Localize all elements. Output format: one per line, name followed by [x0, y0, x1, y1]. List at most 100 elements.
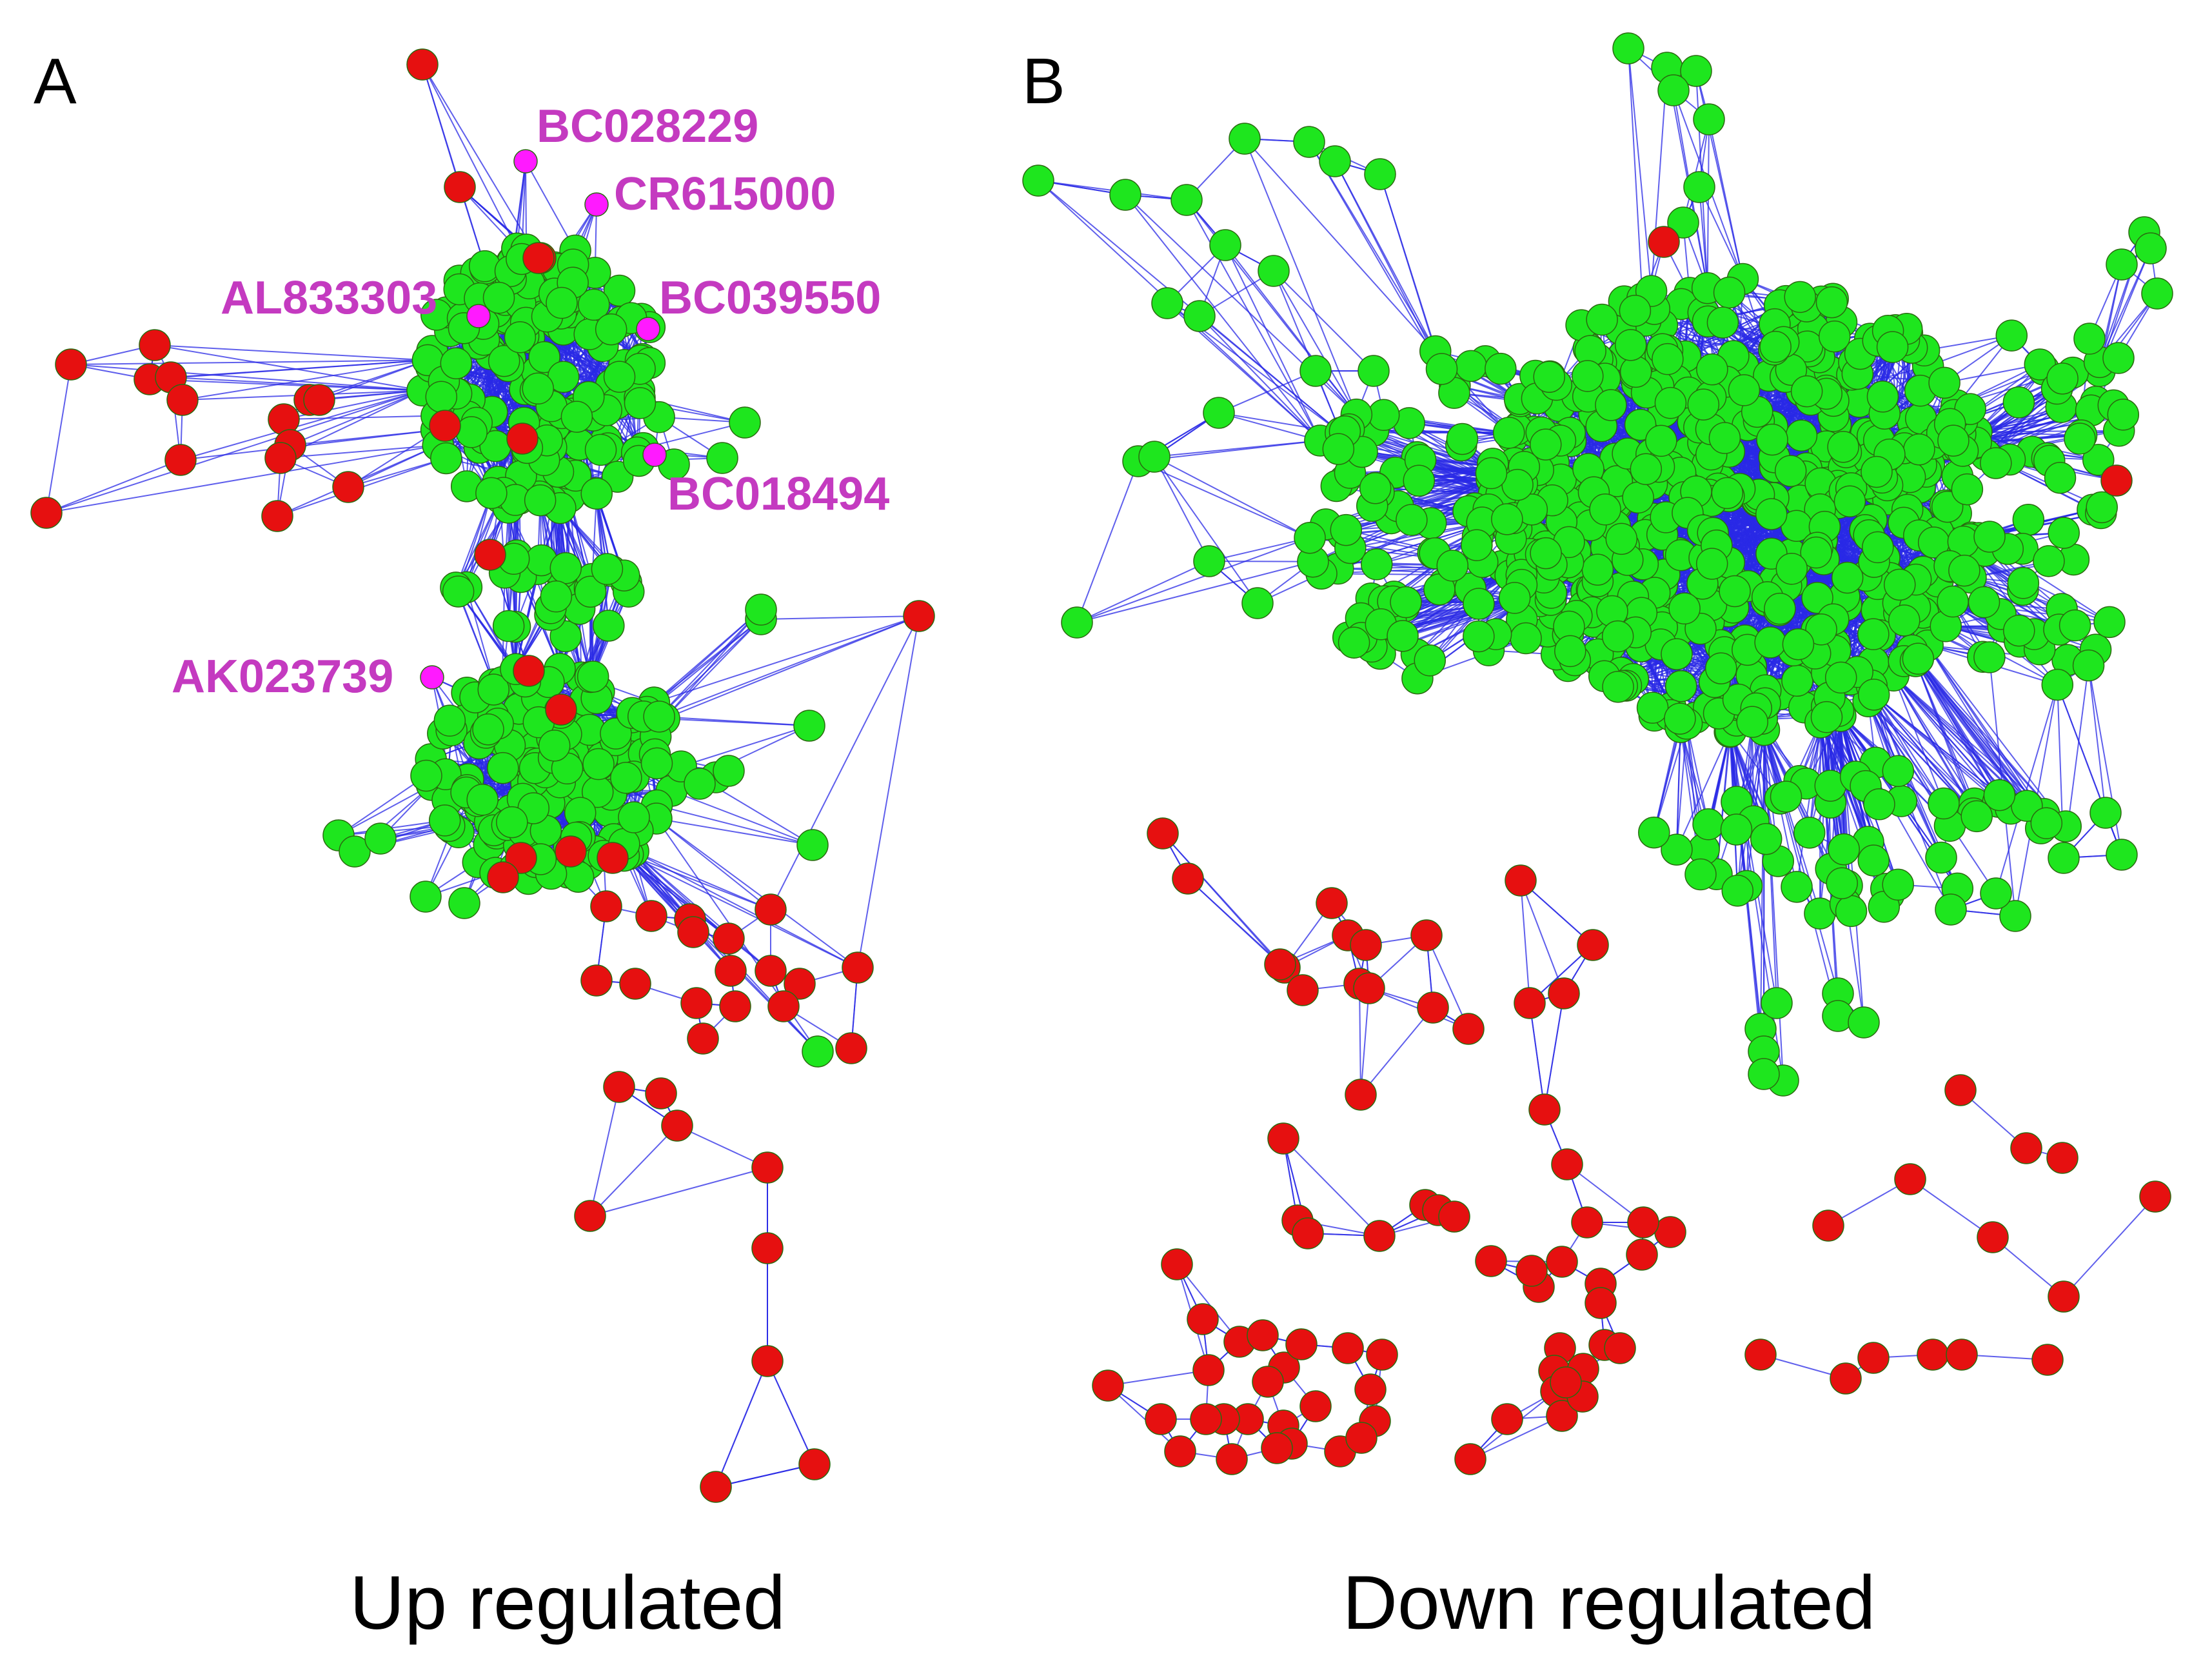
panel-a-edge — [46, 444, 439, 513]
panel-a-edge — [290, 390, 423, 446]
panel-a-edge — [656, 818, 771, 910]
panel-a-edge — [857, 615, 920, 968]
panel-a-node — [645, 1077, 677, 1110]
panel-a-edge — [760, 615, 920, 620]
panel-a-node — [504, 321, 537, 353]
panel-a-node — [590, 890, 622, 922]
panel-a-node — [719, 990, 751, 1022]
panel-a-node — [715, 955, 747, 987]
panel-a-node — [767, 990, 800, 1022]
panel-a-node — [784, 968, 816, 1000]
panel-a-node — [442, 575, 475, 608]
panel-a-node — [477, 673, 510, 706]
panel-a-node — [618, 801, 650, 833]
panel-a-node — [474, 539, 506, 571]
panel-a-node — [513, 655, 545, 687]
panel-a-node — [591, 553, 624, 585]
panel-a-node — [578, 288, 610, 321]
panel-a-edge — [664, 619, 762, 719]
panel-a-node — [798, 1448, 831, 1480]
panel-a-node — [166, 384, 199, 416]
panel-a-edge — [671, 790, 813, 846]
panel-a-edge — [633, 850, 858, 968]
panel-a-node — [475, 477, 508, 510]
panel-a-edge — [338, 784, 433, 836]
panel-a-edge — [46, 459, 181, 513]
panel-a-node — [584, 192, 609, 217]
panel-a-node — [903, 600, 935, 632]
panel-a-nodes — [30, 48, 935, 1503]
panel-a-node — [522, 242, 555, 274]
panel-a-edge — [770, 615, 920, 910]
panel-a-edge — [422, 64, 518, 249]
panel-a-edge — [589, 1086, 620, 1217]
panel-a-node — [339, 835, 371, 868]
panel-a-edge — [664, 609, 762, 719]
panel-a-edge — [664, 615, 920, 720]
panel-a-node — [410, 881, 442, 913]
panel-a-node — [706, 442, 738, 474]
panel-a-node — [524, 484, 557, 517]
panel-a-node — [577, 661, 609, 693]
panel-a-edge — [338, 775, 427, 836]
panel-a-node — [802, 1035, 834, 1068]
panel-a-node — [751, 1151, 784, 1184]
panel-a-edge — [170, 359, 428, 378]
panel-a-node — [582, 748, 615, 781]
panel-a-node — [636, 317, 660, 341]
panel-a-node — [687, 1022, 719, 1055]
panel-a-node — [261, 500, 293, 532]
panel-a-node — [482, 281, 515, 314]
panel-a-edge — [680, 725, 810, 768]
panel-a-node — [603, 361, 636, 393]
panel-a-edge — [319, 390, 423, 401]
panel-a-node — [466, 784, 499, 816]
panel-a-node — [624, 387, 657, 419]
panel-a-node — [680, 987, 713, 1019]
panel-a-edge — [46, 364, 72, 513]
panel-a-node — [661, 1110, 693, 1142]
panel-a-node — [428, 804, 461, 837]
panel-a-node — [430, 442, 462, 475]
panel-a-edge — [656, 818, 813, 846]
panel-a-edge — [658, 609, 762, 717]
panel-a-node — [487, 751, 519, 784]
panel-a-node — [303, 384, 335, 416]
panel-a-node — [595, 313, 627, 346]
panel-a-node — [713, 922, 745, 955]
panel-a-node — [513, 149, 538, 174]
panel-a-edge — [589, 1167, 768, 1217]
panel-a-node — [584, 433, 617, 466]
panel-a-edge — [70, 364, 422, 392]
panel-a-edge — [715, 1360, 768, 1488]
panel-a-node — [610, 762, 642, 794]
panel-a-edge — [348, 457, 447, 488]
panel-a-node — [793, 710, 825, 742]
panel-a-node — [164, 444, 197, 476]
panel-a-node — [528, 341, 560, 373]
panel-a-node — [264, 442, 297, 474]
panel-a-node — [597, 842, 629, 874]
panel-a-node — [488, 344, 520, 377]
panel-a-edge — [643, 422, 746, 449]
panel-a-edge — [283, 415, 437, 420]
panel-a-node — [684, 768, 716, 800]
panel-a-node — [796, 829, 829, 861]
panel-a-edge — [180, 390, 423, 461]
panel-a-node — [751, 1345, 784, 1377]
panel-a-node — [755, 893, 787, 926]
panel-a-edge — [627, 853, 771, 910]
panel-a-edge — [70, 359, 428, 365]
panel-a-node — [540, 580, 573, 613]
panel-b-network — [1022, 32, 2173, 1475]
panel-a-node — [574, 1200, 606, 1232]
panel-a-node — [139, 329, 171, 361]
panel-a-node — [433, 704, 466, 737]
panel-a-node — [643, 701, 675, 733]
panel-a-edge — [656, 818, 858, 968]
panel-a-edge — [676, 1125, 768, 1168]
panel-a-node — [429, 410, 461, 442]
panel-a-node — [420, 665, 444, 690]
panel-a-node — [751, 1232, 784, 1264]
